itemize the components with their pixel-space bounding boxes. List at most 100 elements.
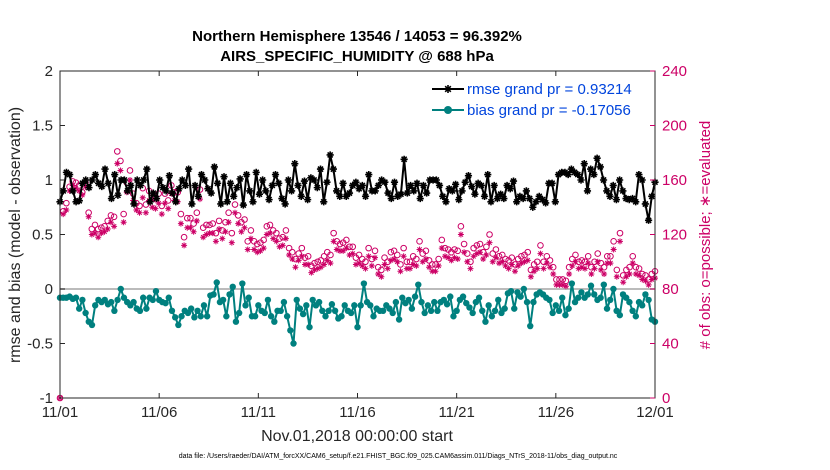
obs-possible-point — [282, 227, 290, 234]
rmse-point — [217, 200, 225, 208]
obs-possible-point — [365, 244, 372, 252]
obs-evaluated-point — [292, 264, 299, 271]
obs-evaluated-point — [550, 271, 557, 278]
rmse-point — [384, 189, 392, 197]
obs-evaluated-point — [314, 265, 321, 272]
y-right-tick-label: 40 — [662, 336, 679, 353]
obs-evaluated-point — [177, 220, 184, 227]
obs-evaluated-point — [101, 228, 108, 235]
obs-evaluated-point — [582, 265, 588, 272]
rmse-point — [342, 192, 350, 200]
bias-point — [610, 285, 617, 293]
obs-evaluated-point — [480, 256, 487, 263]
obs-possible-point — [393, 251, 401, 259]
rmse-point — [185, 165, 193, 173]
obs-evaluated-point — [298, 253, 305, 260]
obs-evaluated-point — [295, 257, 302, 264]
obs-possible-point — [533, 258, 541, 266]
rmse-point — [513, 198, 521, 206]
obs-possible-point — [193, 209, 201, 216]
bias-point — [111, 307, 118, 314]
obs-evaluated-point — [308, 269, 315, 276]
obs-evaluated-point — [127, 177, 133, 183]
obs-possible-point — [311, 259, 318, 267]
rmse-point — [381, 178, 389, 186]
obs-evaluated-point — [496, 260, 503, 267]
bias-point — [200, 302, 208, 309]
bias-point — [607, 296, 614, 304]
bias-point — [450, 313, 457, 320]
bias-point — [645, 296, 652, 304]
bias-point — [408, 305, 416, 312]
bias-point — [520, 285, 528, 293]
rmse-point — [207, 189, 215, 197]
rmse-point — [509, 177, 518, 185]
bias-point — [559, 294, 566, 301]
obs-evaluated-point — [219, 235, 226, 242]
rmse-point — [468, 182, 476, 191]
obs-evaluated-point — [470, 253, 477, 260]
obs-evaluated-point — [400, 253, 407, 260]
obs-evaluated-point — [63, 206, 70, 213]
bias-point — [178, 313, 185, 320]
rmse-point — [339, 179, 347, 187]
obs-possible-point — [362, 258, 369, 266]
rmse-point — [390, 178, 399, 186]
x-tick-label: 11/26 — [538, 404, 574, 421]
obs-evaluated-point — [139, 194, 146, 201]
obs-evaluated-point — [273, 238, 280, 245]
obs-evaluated-point — [181, 242, 188, 249]
bias-point — [91, 302, 99, 309]
obs-evaluated-point — [251, 246, 258, 253]
obs-evaluated-point — [120, 219, 127, 226]
bias-point — [239, 280, 246, 287]
bias-point — [242, 302, 249, 309]
obs-possible-point — [629, 252, 637, 260]
bias-point — [389, 309, 396, 317]
obs-evaluated-point — [228, 239, 235, 246]
obs-evaluated-point — [111, 223, 118, 230]
bias-point — [616, 311, 624, 319]
rmse-point — [644, 216, 653, 224]
bias-point — [431, 298, 438, 306]
obs-possible-point — [91, 221, 99, 229]
obs-evaluated-point — [486, 239, 493, 246]
rmse-point — [66, 170, 74, 179]
bias-point — [591, 291, 598, 298]
obs-possible-point — [584, 252, 592, 260]
obs-evaluated-point — [381, 261, 388, 268]
bias-point — [434, 307, 441, 314]
obs-evaluated-point — [72, 185, 79, 192]
obs-possible-point — [177, 210, 185, 218]
bias-point — [379, 307, 387, 314]
bias-point — [341, 302, 348, 309]
bias-point — [325, 307, 332, 314]
bias-point — [255, 302, 262, 309]
bias-point — [296, 305, 304, 312]
obs-evaluated-point — [142, 209, 149, 216]
obs-evaluated-point — [216, 226, 223, 233]
bias-point — [351, 302, 358, 309]
bias-point — [331, 307, 339, 314]
rmse-point — [593, 154, 601, 162]
obs-possible-point — [113, 148, 121, 155]
legend-rmse-marker — [444, 85, 452, 93]
obs-possible-point — [489, 250, 497, 257]
obs-evaluated-point — [190, 228, 197, 235]
obs-possible-point — [336, 240, 344, 248]
obs-possible-point — [518, 252, 525, 260]
rmse-point — [564, 170, 572, 179]
rmse-point — [345, 189, 354, 197]
obs-possible-point — [206, 221, 213, 229]
obs-evaluated-point — [556, 281, 563, 288]
obs-possible-point — [260, 236, 267, 244]
obs-possible-point — [387, 248, 395, 256]
obs-evaluated-point — [607, 260, 614, 267]
obs-evaluated-point — [327, 260, 334, 267]
obs-evaluated-point — [343, 245, 350, 252]
bias-point — [418, 298, 425, 306]
rmse-point — [262, 187, 270, 195]
obs-evaluated-point — [238, 228, 245, 235]
footnote: data file: /Users/raeder/DAI/ATM_forcXX/… — [179, 453, 618, 460]
obs-evaluated-point — [260, 245, 267, 252]
